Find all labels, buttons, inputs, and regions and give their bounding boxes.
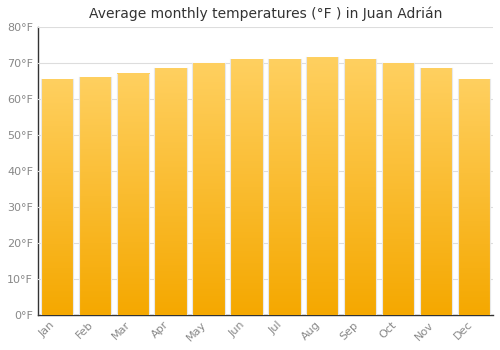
Title: Average monthly temperatures (°F ) in Juan Adrián: Average monthly temperatures (°F ) in Ju… (88, 7, 442, 21)
